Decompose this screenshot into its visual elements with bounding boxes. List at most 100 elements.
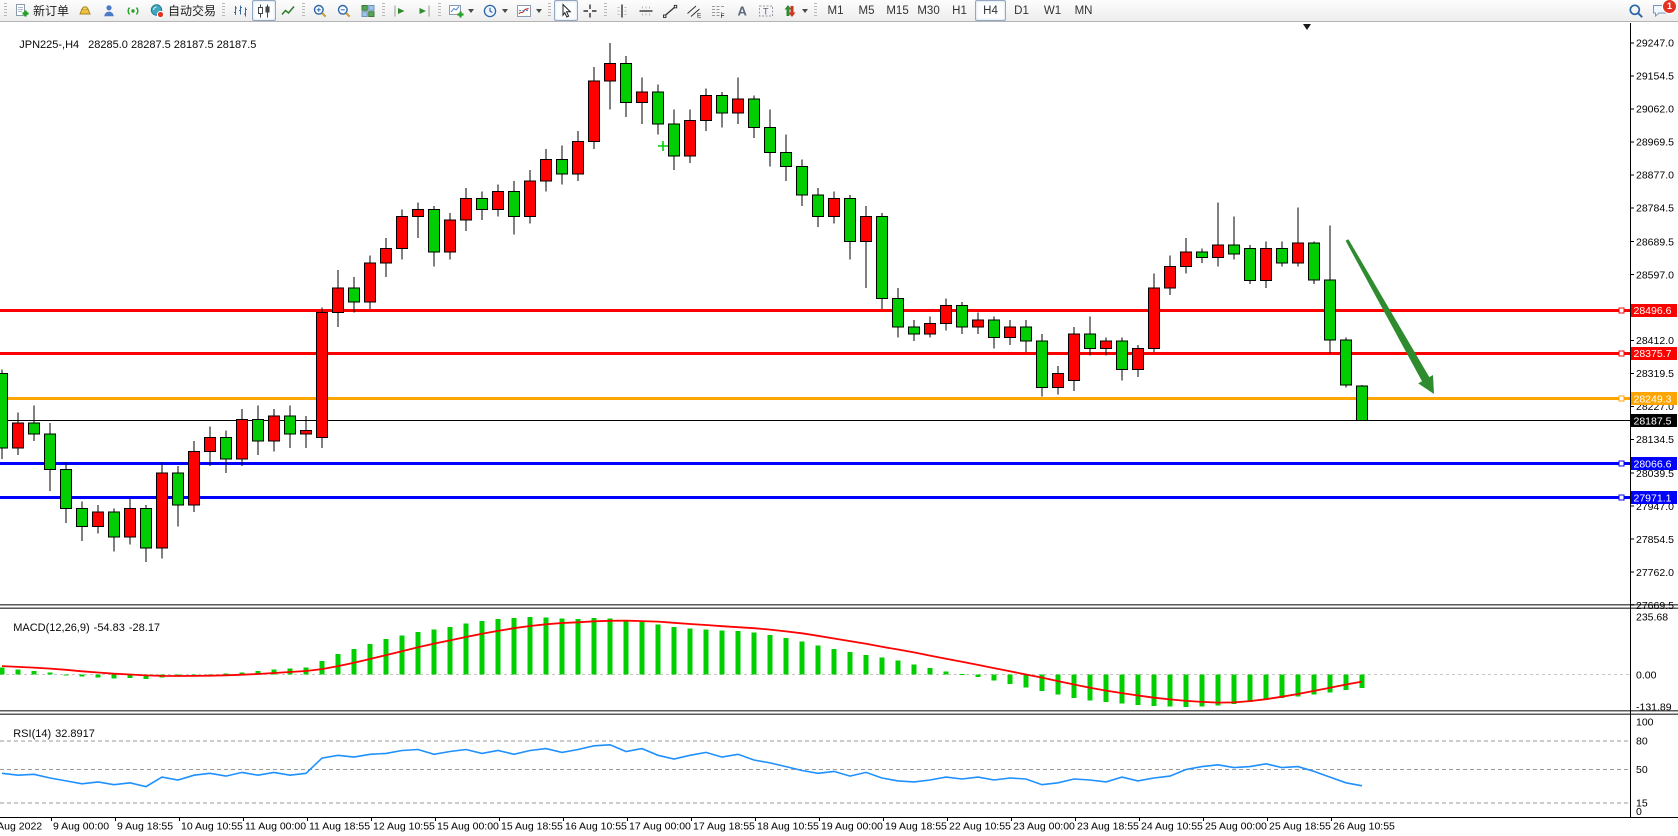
person-icon	[104, 4, 114, 16]
candle	[124, 497, 136, 545]
candle	[140, 505, 152, 563]
notifications-button[interactable]: 1	[1648, 0, 1677, 21]
zoomin-icon	[313, 4, 327, 17]
hline-icon	[639, 6, 653, 15]
time-tick-label: 15 Aug 18:55	[501, 821, 563, 833]
autotrading-button-label: 自动交易	[168, 4, 217, 18]
bars-icon	[234, 5, 248, 16]
autotrade-icon	[150, 3, 165, 18]
candle	[1212, 202, 1224, 267]
timeframe-m15-button[interactable]: M15	[886, 4, 909, 17]
time-tick-label: 17 Aug 00:00	[629, 821, 691, 833]
hline-handle[interactable]	[1618, 395, 1625, 402]
text-label-button[interactable]: T	[754, 0, 778, 21]
timeframe-m5-button[interactable]: M5	[858, 4, 875, 17]
crosshair-button[interactable]	[578, 0, 602, 21]
new-order-button[interactable]: 新订单	[10, 0, 73, 21]
timeframe-w1-button[interactable]: W1	[1043, 4, 1062, 17]
bar-chart-button[interactable]	[228, 0, 252, 21]
timeframe-h4-button[interactable]: H4	[975, 0, 1007, 21]
annotations[interactable]	[658, 24, 1434, 394]
search-button[interactable]	[1624, 0, 1648, 21]
cursor-button[interactable]	[554, 0, 579, 21]
time-tick-label: 25 Aug 00:00	[1205, 821, 1267, 833]
timeframe-m1-button[interactable]: M1	[827, 4, 844, 17]
timeframe-mn-button[interactable]: MN	[1074, 4, 1093, 17]
hline-handle[interactable]	[1618, 494, 1625, 501]
zoom-in-button[interactable]	[308, 0, 332, 21]
toolbar-gripper	[548, 3, 552, 18]
candle	[1132, 344, 1144, 377]
market-button[interactable]	[73, 0, 97, 21]
chevron-down-icon[interactable]	[468, 8, 475, 13]
arrows-button[interactable]	[778, 0, 812, 21]
timeframe-m30-button[interactable]: M30	[917, 4, 940, 17]
macd-signal-line	[1, 619, 1363, 704]
candle	[956, 302, 968, 335]
autotrading-button[interactable]: 自动交易	[145, 0, 220, 21]
rsi-tick-label: 80	[1636, 736, 1648, 748]
price-tick-label: 29247.0	[1636, 38, 1674, 50]
candle	[268, 408, 280, 452]
horizontal-line-button[interactable]	[634, 0, 658, 21]
trend-arrow-annotation[interactable]	[1345, 239, 1434, 394]
candle	[1260, 241, 1272, 288]
candle	[604, 43, 616, 110]
candle	[540, 148, 552, 192]
candle	[1308, 241, 1320, 285]
tile-windows-button[interactable]	[356, 0, 380, 21]
time-tick-label: 18 Aug 10:55	[757, 821, 819, 833]
timeframe-h1-button[interactable]: H1	[952, 4, 967, 17]
chevron-down-icon[interactable]	[802, 8, 809, 13]
vertical-line-button[interactable]	[610, 0, 634, 21]
chart-shift-button[interactable]	[412, 0, 436, 21]
timeframe-d1-button[interactable]: D1	[1014, 4, 1029, 17]
symbol-period: JPN225-,H4	[19, 39, 80, 51]
price-tick-label: 28134.5	[1636, 434, 1674, 446]
main-toolbar: 新订单 自动交易 E F A T M1 M5 M15 M30 H1 H4 D1 W1 MN 1	[0, 0, 1678, 22]
line-chart-button[interactable]	[276, 0, 300, 21]
chevron-down-icon[interactable]	[536, 8, 543, 13]
candle	[1180, 237, 1192, 274]
zoom-out-button[interactable]	[332, 0, 356, 21]
hline-handle[interactable]	[1618, 350, 1625, 357]
text-icon: A	[738, 3, 748, 18]
signals-button[interactable]	[121, 0, 145, 21]
new-chart-button[interactable]	[444, 0, 478, 21]
auto-scroll-button[interactable]	[388, 0, 412, 21]
macd-indicator-label: MACD(12,26,9) -54.83 -28.17	[13, 622, 161, 634]
price-badge-label: 27971.1	[1634, 492, 1672, 504]
candle	[252, 405, 264, 456]
price-badge	[1631, 491, 1677, 505]
price-tick-label: 28877.0	[1636, 170, 1674, 182]
templates-button[interactable]	[512, 0, 546, 21]
toolbar-gripper	[438, 3, 442, 18]
svg-text:A: A	[738, 3, 748, 18]
price-level-lines[interactable]	[0, 307, 1630, 501]
hline-handle[interactable]	[1618, 460, 1625, 467]
hline-handle[interactable]	[1618, 307, 1625, 314]
candle-chart-button[interactable]	[252, 0, 277, 21]
candle	[236, 408, 248, 466]
periods-button[interactable]	[478, 0, 512, 21]
time-tick-label: 12 Aug 10:55	[373, 821, 435, 833]
equidistant-channel-button[interactable]: E	[682, 0, 706, 21]
chart-title: JPN225-,H4 28285.0 28287.5 28187.5 28187.…	[7, 27, 256, 63]
candle	[428, 205, 440, 267]
text-button[interactable]: A	[730, 0, 754, 21]
candle	[188, 440, 200, 513]
fibonacci-button[interactable]: F	[706, 0, 730, 21]
trendline-button[interactable]	[658, 0, 682, 21]
toolbar-gripper	[814, 3, 818, 18]
toolbar-group-scroll	[388, 0, 436, 21]
cross-marker[interactable]	[658, 141, 668, 151]
toolbar-group-trade: 新订单 自动交易	[10, 0, 220, 21]
chevron-down-icon[interactable]	[502, 8, 509, 13]
svg-text:F: F	[721, 13, 725, 19]
price-axis: 29247.0 29154.5 29062.0 28969.5 28877.0 28784…	[1630, 38, 1674, 612]
community-button[interactable]	[97, 0, 121, 21]
candle	[1116, 337, 1128, 381]
toolbar-group-dropdowns	[444, 0, 546, 21]
